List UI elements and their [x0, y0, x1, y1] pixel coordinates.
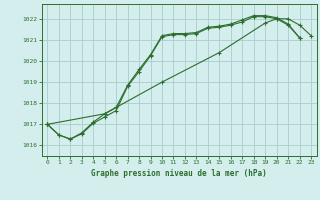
X-axis label: Graphe pression niveau de la mer (hPa): Graphe pression niveau de la mer (hPa)	[91, 169, 267, 178]
